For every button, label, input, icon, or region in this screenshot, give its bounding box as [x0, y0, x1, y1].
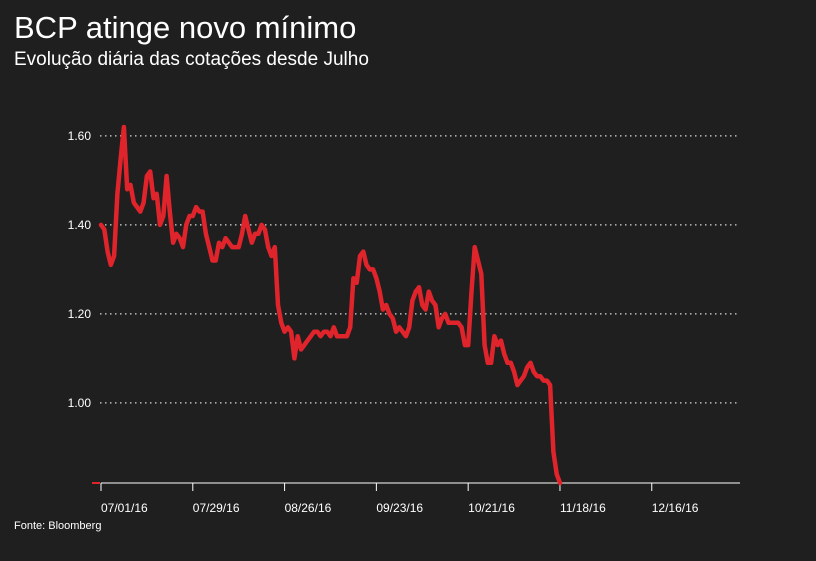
x-tick-label: 11/18/16	[560, 501, 606, 515]
x-axis-labels: 07/01/16 07/29/16 08/26/16 09/23/16 10/21/16…	[101, 501, 699, 515]
y-tick-label: 1.20	[68, 307, 92, 321]
y-tick-label: 1.60	[68, 129, 92, 143]
x-tick-label: 10/21/16	[468, 501, 515, 515]
x-tick-label: 12/16/16	[652, 501, 699, 515]
gridlines	[100, 135, 737, 404]
y-tick-label: 1.00	[68, 396, 92, 410]
chart-title: BCP atinge novo mínimo	[14, 10, 357, 45]
source-note: Fonte: Bloomberg	[14, 520, 102, 532]
x-axis	[92, 482, 740, 491]
chart-subtitle: Evolução diária das cotações desde Julho	[14, 49, 369, 70]
y-axis-labels: 1.00 1.20 1.40 1.60	[68, 129, 92, 410]
x-tick-label: 09/23/16	[376, 501, 423, 515]
x-tick-label: 07/29/16	[193, 501, 240, 515]
price-series-line	[98, 124, 563, 486]
x-tick-label: 07/01/16	[101, 501, 148, 515]
x-tick-label: 08/26/16	[285, 501, 332, 515]
series-layer	[98, 124, 563, 486]
y-tick-label: 1.40	[68, 218, 92, 232]
